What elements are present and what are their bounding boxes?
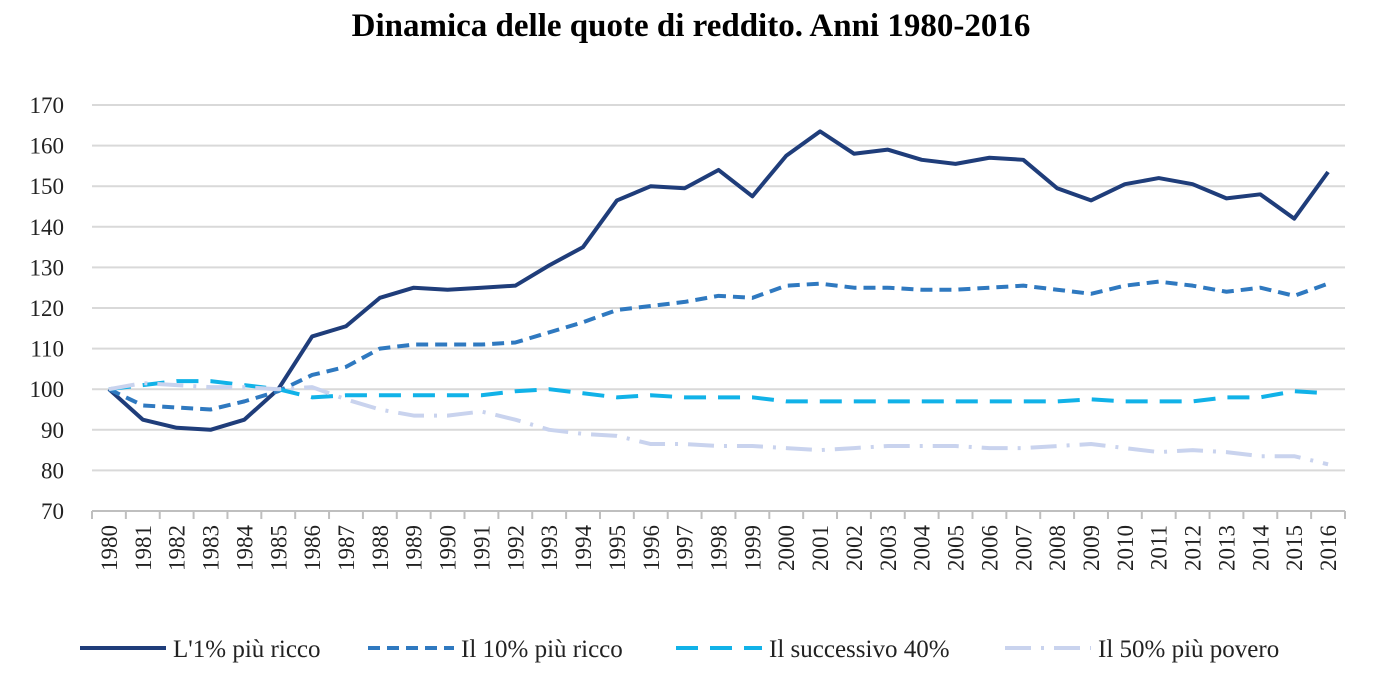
x-tick-label: 1980 bbox=[97, 525, 122, 571]
legend-label-2: Il successivo 40% bbox=[769, 636, 950, 663]
x-tick-label: 2004 bbox=[910, 525, 935, 572]
legend-label-1: Il 10% più ricco bbox=[461, 636, 623, 663]
series-lines bbox=[107, 129, 1330, 467]
x-tick-label: 1989 bbox=[402, 525, 427, 571]
x-tick-label: 2014 bbox=[1248, 525, 1273, 572]
series-line-2 bbox=[108, 379, 1329, 404]
x-tick-label: 1994 bbox=[571, 525, 596, 572]
x-tick-label: 1986 bbox=[300, 525, 325, 571]
x-tick-label: 2006 bbox=[977, 525, 1002, 571]
y-tick-label: 80 bbox=[41, 458, 64, 483]
y-tick-label: 110 bbox=[30, 337, 64, 362]
y-tick-label: 100 bbox=[30, 377, 65, 402]
x-tick-label: 1999 bbox=[740, 525, 765, 571]
x-tick-label: 2000 bbox=[774, 525, 799, 571]
x-tick-label: 1998 bbox=[707, 525, 732, 571]
y-axis-ticks: 70 80 90 100 110 120 130 140 150 160 170 bbox=[30, 93, 65, 524]
x-tick-label: 2008 bbox=[1045, 525, 1070, 571]
x-tick-label: 1985 bbox=[266, 525, 291, 571]
x-tick-label: 1990 bbox=[436, 525, 461, 571]
legend-label-3: Il 50% più povero bbox=[1098, 636, 1279, 663]
x-tick-label: 1988 bbox=[368, 525, 393, 571]
legend-label-0: L'1% più ricco bbox=[173, 636, 321, 663]
legend: L'1% più ricco Il 10% più ricco Il success… bbox=[80, 636, 1279, 663]
x-axis-ticks: 1980 1981 1982 1983 1984 1985 1986 1987 1988 1989… bbox=[97, 525, 1341, 572]
series-line-3 bbox=[108, 381, 1329, 467]
x-tick-label: 1982 bbox=[165, 525, 190, 571]
x-tick-label: 1996 bbox=[639, 525, 664, 571]
x-tick-label: 2005 bbox=[944, 525, 969, 571]
x-tick-label: 1984 bbox=[232, 525, 257, 572]
x-tick-label: 2003 bbox=[876, 525, 901, 571]
x-tick-label: 1987 bbox=[334, 525, 359, 571]
y-tick-label: 70 bbox=[41, 499, 64, 524]
x-tick-label: 2011 bbox=[1147, 525, 1172, 570]
x-tick-label: 1983 bbox=[199, 525, 224, 571]
y-tick-label: 130 bbox=[30, 255, 65, 280]
y-tick-label: 90 bbox=[41, 418, 64, 443]
y-tick-label: 160 bbox=[30, 134, 65, 159]
x-tick-label: 2001 bbox=[808, 525, 833, 571]
x-tick-label: 2002 bbox=[842, 525, 867, 571]
x-tick-label: 1991 bbox=[469, 525, 494, 571]
x-tick-label: 1995 bbox=[605, 525, 630, 571]
x-tick-label: 2007 bbox=[1011, 525, 1036, 571]
x-tick-label: 2012 bbox=[1181, 525, 1206, 571]
y-tick-label: 150 bbox=[30, 174, 65, 199]
x-tick-label: 2015 bbox=[1282, 525, 1307, 571]
x-tick-label: 1981 bbox=[131, 525, 156, 571]
x-tick-label: 1992 bbox=[503, 525, 528, 571]
x-tick-label: 2013 bbox=[1214, 525, 1239, 571]
chart-title: Dinamica delle quote di reddito. Anni 19… bbox=[351, 8, 1031, 44]
x-tick-label: 2009 bbox=[1079, 525, 1104, 571]
gridlines bbox=[91, 104, 1346, 519]
series-line-1 bbox=[108, 279, 1329, 412]
x-tick-label: 2010 bbox=[1113, 525, 1138, 571]
y-tick-label: 140 bbox=[30, 215, 65, 240]
x-tick-label: 1993 bbox=[537, 525, 562, 571]
y-tick-label: 120 bbox=[30, 296, 65, 321]
series-line-0 bbox=[107, 129, 1330, 432]
y-tick-label: 170 bbox=[30, 93, 65, 118]
x-tick-label: 2016 bbox=[1316, 525, 1341, 571]
x-tick-label: 1997 bbox=[673, 525, 698, 571]
